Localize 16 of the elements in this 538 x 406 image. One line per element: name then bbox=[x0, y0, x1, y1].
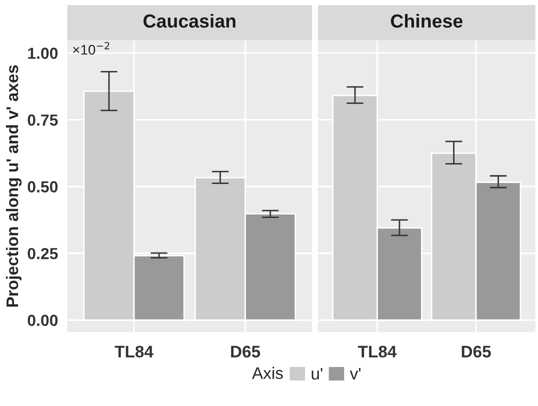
legend-title: Axis bbox=[252, 366, 283, 380]
chart-title: Chinese bbox=[390, 14, 462, 28]
x-tick-label: D65 bbox=[462, 346, 491, 358]
annotation: ×10$^{−2}$ bbox=[73, 42, 110, 55]
y-tick-label: 0.00 bbox=[28, 314, 58, 326]
x-tick-label: TL84 bbox=[358, 346, 397, 358]
y-axis-title: Projection along u' and v' axes bbox=[6, 65, 22, 307]
chart-title: Caucasian bbox=[144, 14, 236, 28]
x-tick-label: D65 bbox=[231, 346, 260, 358]
legend-label: v' bbox=[350, 368, 360, 380]
y-tick-label: 0.25 bbox=[28, 248, 58, 260]
y-tick-label: 0.75 bbox=[28, 114, 58, 126]
x-tick-label: TL84 bbox=[114, 346, 154, 358]
legend-label: u' bbox=[312, 368, 322, 380]
y-tick-label: 0.50 bbox=[28, 181, 58, 192]
y-tick-label: 1.00 bbox=[28, 48, 58, 59]
